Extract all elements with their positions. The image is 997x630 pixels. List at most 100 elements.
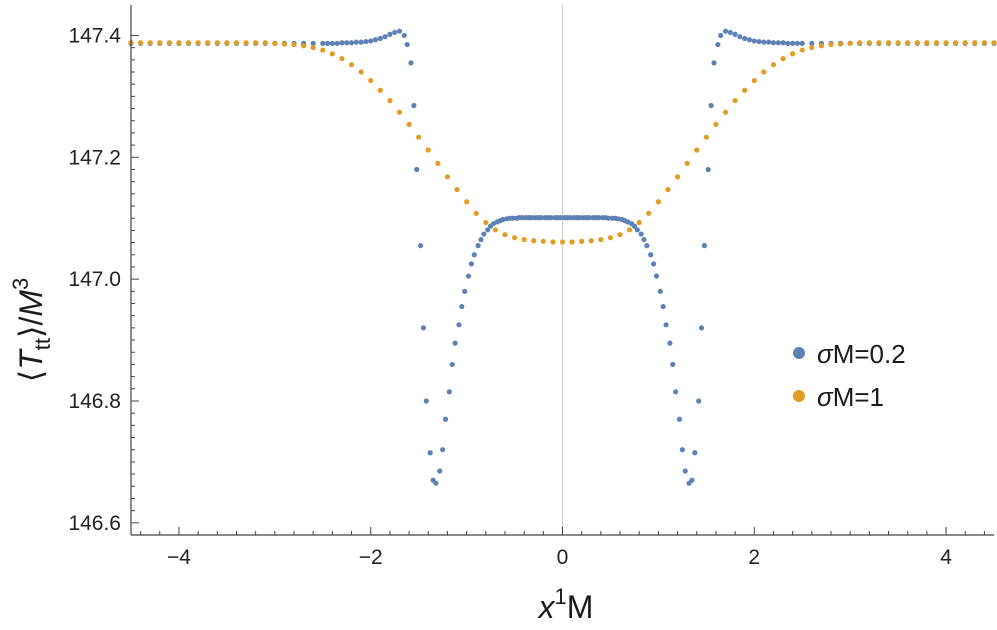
data-point-sigma-1 xyxy=(291,41,297,48)
data-point-sigma-0-2 xyxy=(696,398,702,404)
data-point-sigma-0-2 xyxy=(456,322,462,328)
data-point-sigma-0-2 xyxy=(423,398,429,404)
legend: σM=0.2 σM=1 xyxy=(793,339,906,412)
data-point-sigma-0-2 xyxy=(727,29,733,36)
data-point-sigma-0-2 xyxy=(708,102,714,109)
data-point-sigma-1 xyxy=(761,69,767,75)
data-point-sigma-0-2 xyxy=(420,325,427,331)
data-point-sigma-1 xyxy=(310,45,316,51)
data-point-sigma-0-2 xyxy=(519,215,525,221)
data-point-sigma-1 xyxy=(320,47,326,53)
data-point-sigma-1 xyxy=(837,41,844,47)
data-point-sigma-1 xyxy=(627,227,633,233)
data-point-sigma-1 xyxy=(847,40,853,46)
data-point-sigma-0-2 xyxy=(462,288,468,294)
data-point-sigma-1 xyxy=(262,40,268,46)
data-point-sigma-1 xyxy=(914,40,920,46)
data-point-sigma-1 xyxy=(301,43,307,49)
data-point-sigma-0-2 xyxy=(644,243,650,249)
data-point-sigma-0-2 xyxy=(446,389,452,395)
data-point-sigma-0-2 xyxy=(387,31,393,37)
data-point-sigma-0-2 xyxy=(324,40,331,46)
data-point-sigma-1 xyxy=(205,40,211,46)
data-point-sigma-0-2 xyxy=(411,102,417,109)
data-point-sigma-0-2 xyxy=(775,40,781,46)
data-point-sigma-0-2 xyxy=(344,40,350,46)
data-point-sigma-0-2 xyxy=(638,231,644,237)
data-point-sigma-0-2 xyxy=(358,39,364,45)
data-point-sigma-1 xyxy=(492,227,498,233)
x-axis-title: x1M xyxy=(537,584,594,625)
data-point-sigma-1 xyxy=(464,199,470,205)
data-point-sigma-0-2 xyxy=(794,40,801,46)
data-point-sigma-1 xyxy=(857,40,863,46)
data-point-sigma-1 xyxy=(905,40,911,46)
data-point-sigma-0-2 xyxy=(353,39,359,45)
data-point-sigma-0-2 xyxy=(605,215,612,221)
data-point-sigma-1 xyxy=(406,121,412,128)
legend-label-sigma-0-2: σM=0.2 xyxy=(817,339,906,369)
data-point-sigma-1 xyxy=(579,238,585,244)
data-point-sigma-1 xyxy=(214,40,220,46)
data-point-sigma-1 xyxy=(780,56,786,62)
data-point-sigma-0-2 xyxy=(780,40,786,46)
data-point-sigma-1 xyxy=(924,40,930,46)
data-points xyxy=(128,28,997,486)
data-point-sigma-0-2 xyxy=(596,215,602,221)
data-point-sigma-0-2 xyxy=(320,40,326,46)
data-point-sigma-0-2 xyxy=(722,28,729,34)
data-point-sigma-0-2 xyxy=(452,340,458,346)
legend-marker-sigma-0-2 xyxy=(793,347,805,359)
data-point-sigma-0-2 xyxy=(529,215,535,221)
data-point-sigma-1 xyxy=(703,134,709,140)
data-point-sigma-0-2 xyxy=(372,37,379,43)
data-point-sigma-1 xyxy=(425,147,431,153)
data-point-sigma-0-2 xyxy=(417,243,424,249)
data-point-sigma-1 xyxy=(454,186,460,193)
data-point-sigma-0-2 xyxy=(751,38,757,44)
data-point-sigma-1 xyxy=(742,87,748,93)
data-point-sigma-1 xyxy=(885,40,892,46)
data-point-sigma-1 xyxy=(866,40,872,46)
data-point-sigma-1 xyxy=(895,40,901,46)
data-point-sigma-1 xyxy=(243,40,249,46)
y-axis-ticks: 146.6 146.8 147.0 147.2 147.4 xyxy=(68,24,139,535)
data-point-sigma-0-2 xyxy=(682,468,688,474)
data-point-sigma-0-2 xyxy=(368,38,374,44)
data-point-sigma-1 xyxy=(550,239,556,245)
data-point-sigma-1 xyxy=(732,98,738,104)
data-point-sigma-1 xyxy=(991,40,997,46)
data-point-sigma-0-2 xyxy=(538,215,545,221)
x-tick-label: −4 xyxy=(167,546,191,569)
data-point-sigma-0-2 xyxy=(468,261,475,267)
data-point-sigma-0-2 xyxy=(790,40,796,46)
y-tick-label: 146.8 xyxy=(68,390,121,413)
data-point-sigma-0-2 xyxy=(689,477,695,483)
data-point-sigma-0-2 xyxy=(756,38,762,45)
data-point-sigma-0-2 xyxy=(440,447,446,453)
data-point-sigma-0-2 xyxy=(657,288,663,294)
data-point-sigma-1 xyxy=(876,40,882,46)
data-point-sigma-0-2 xyxy=(746,37,753,43)
data-point-sigma-0-2 xyxy=(732,31,738,37)
data-point-sigma-1 xyxy=(809,45,815,51)
data-point-sigma-1 xyxy=(377,87,383,93)
data-point-sigma-1 xyxy=(962,40,968,46)
data-point-sigma-1 xyxy=(473,210,479,216)
data-point-sigma-0-2 xyxy=(715,41,721,48)
data-point-sigma-1 xyxy=(358,69,364,75)
data-point-sigma-1 xyxy=(981,40,988,46)
data-point-sigma-0-2 xyxy=(334,40,340,46)
data-point-sigma-1 xyxy=(674,174,681,180)
data-point-sigma-1 xyxy=(540,238,546,244)
y-tick-label: 147.0 xyxy=(68,268,121,291)
data-point-sigma-1 xyxy=(157,40,163,46)
data-point-sigma-1 xyxy=(531,238,537,244)
data-point-sigma-1 xyxy=(348,62,355,68)
data-point-sigma-0-2 xyxy=(363,38,369,45)
data-point-sigma-0-2 xyxy=(586,215,592,221)
data-point-sigma-1 xyxy=(195,40,201,46)
data-point-sigma-1 xyxy=(818,43,825,49)
data-point-sigma-1 xyxy=(598,236,604,243)
data-point-sigma-0-2 xyxy=(615,216,621,222)
